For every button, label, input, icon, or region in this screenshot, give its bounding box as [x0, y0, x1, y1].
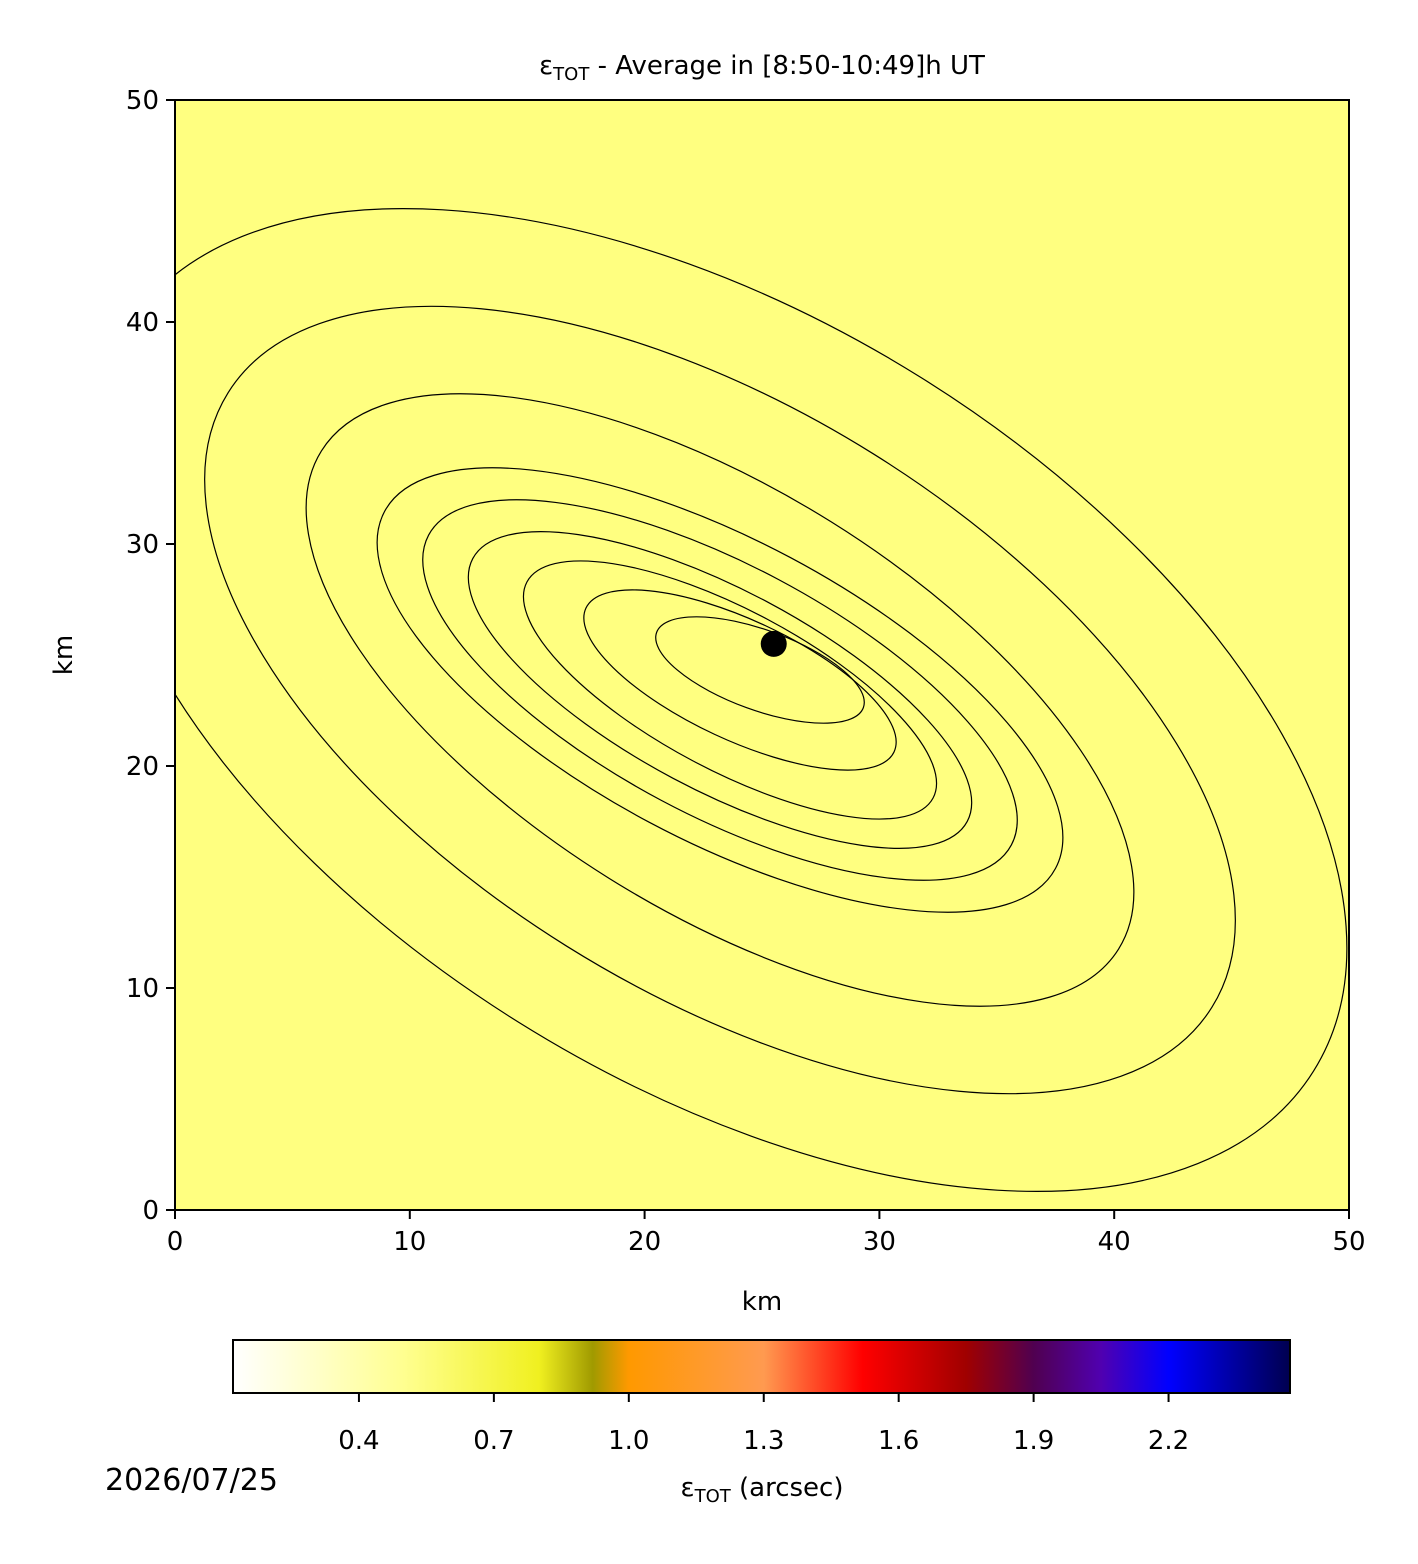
- y-tick-label: 40: [126, 308, 159, 338]
- site-marker: [760, 630, 787, 657]
- colorbar-tick-label: 1.0: [608, 1426, 649, 1456]
- colorbar-tick-label: 0.4: [338, 1426, 379, 1456]
- colorbar-subscript: TOT: [694, 1486, 732, 1507]
- colorbar-tick-label: 1.6: [878, 1426, 919, 1456]
- plot-frame: [174, 99, 1350, 1211]
- x-tick-label: 20: [628, 1227, 661, 1257]
- x-tick-label: 50: [1332, 1227, 1365, 1257]
- contour-line: [422, 499, 1018, 881]
- contour-line: [583, 589, 897, 771]
- x-tick-label: 30: [863, 1227, 896, 1257]
- x-tick-label: 40: [1098, 1227, 1131, 1257]
- contour-line: [376, 467, 1064, 913]
- colorbar-tick-label: 0.7: [473, 1426, 514, 1456]
- title-subscript: TOT: [552, 64, 590, 85]
- colorbar-text: (arcsec): [731, 1473, 844, 1503]
- contour-line: [467, 531, 973, 849]
- plot-background: [175, 100, 1349, 1210]
- y-tick-label: 50: [126, 86, 159, 116]
- y-tick-label: 0: [142, 1196, 159, 1226]
- x-tick-label: 0: [167, 1227, 184, 1257]
- x-tick-label: 10: [393, 1227, 426, 1257]
- plot-area: [175, 100, 1349, 1210]
- chart-title: εTOT - Average in [8:50-10:49]h UT: [539, 51, 985, 85]
- y-tick-label: 10: [126, 974, 159, 1004]
- x-axis-label: km: [742, 1287, 782, 1317]
- colorbar-label: εTOT (arcsec): [681, 1473, 844, 1507]
- date-label: 2026/07/25: [105, 1463, 278, 1498]
- title-text: - Average in [8:50-10:49]h UT: [589, 51, 985, 81]
- contours: [175, 208, 1348, 1192]
- colorbar: [232, 1339, 1291, 1394]
- contour-line: [522, 560, 938, 820]
- y-tick-label: 30: [126, 530, 159, 560]
- colorbar-tick-label: 2.2: [1148, 1426, 1189, 1456]
- colorbar-tick-label: 1.9: [1013, 1426, 1054, 1456]
- colorbar-tick-label: 1.3: [743, 1426, 784, 1456]
- y-axis-label: km: [49, 635, 79, 675]
- contour-line: [204, 305, 1236, 1095]
- y-tick-label: 20: [126, 752, 159, 782]
- title-symbol: ε: [539, 51, 553, 81]
- contour-line: [305, 393, 1135, 1007]
- contour-line: [175, 208, 1348, 1192]
- colorbar-symbol: ε: [681, 1473, 695, 1503]
